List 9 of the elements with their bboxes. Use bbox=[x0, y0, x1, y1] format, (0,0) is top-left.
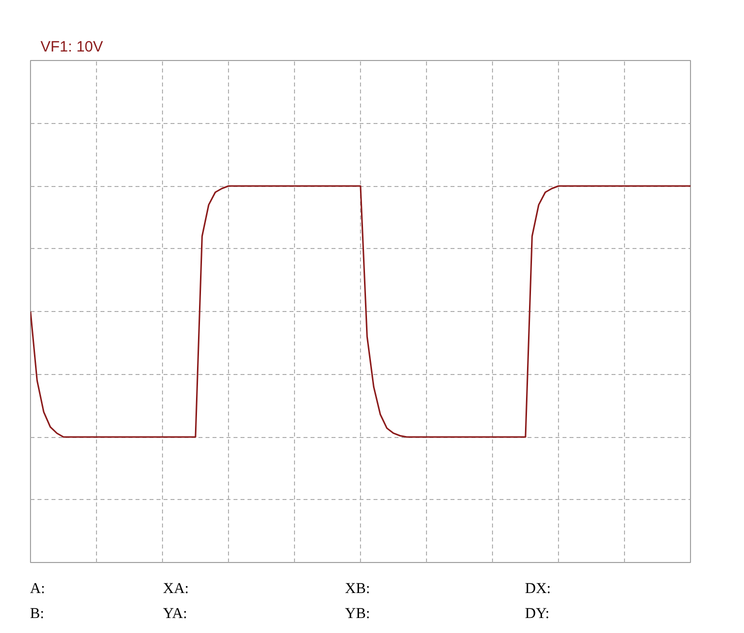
text: YB: bbox=[345, 605, 370, 624]
text: DX: bbox=[525, 580, 551, 599]
text: B: bbox=[30, 605, 44, 624]
text: XB: bbox=[345, 580, 370, 599]
text: XA: bbox=[163, 580, 189, 599]
text: A: bbox=[30, 580, 45, 599]
chart-title: VF1: 10V bbox=[40, 38, 104, 56]
text: YA: bbox=[163, 605, 188, 624]
text: DY: bbox=[525, 605, 550, 624]
